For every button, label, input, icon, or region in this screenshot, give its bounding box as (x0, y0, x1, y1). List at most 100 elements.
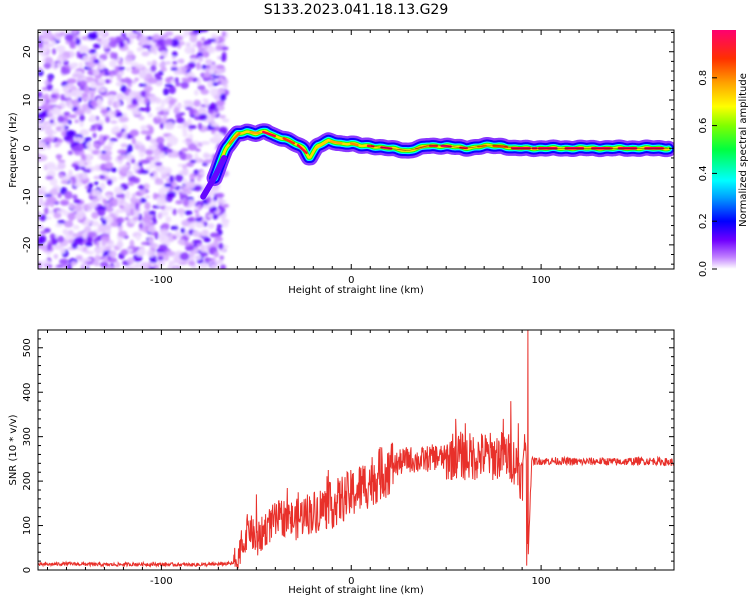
snr-y-tick-label: 500 (22, 338, 33, 357)
noise-blob (159, 62, 166, 69)
noise-blob (116, 73, 122, 82)
noise-blob (73, 233, 83, 238)
noise-blob (170, 38, 180, 47)
ridge-outline (370, 145, 669, 151)
noise-blob (145, 195, 151, 199)
noise-blob (129, 61, 139, 67)
noise-blob (218, 126, 228, 135)
noise-blob (99, 174, 106, 180)
noise-blob (75, 37, 81, 46)
noise-blob (49, 177, 58, 186)
noise-blob (116, 240, 124, 249)
noise-blob (115, 112, 124, 117)
noise-blob (159, 55, 165, 60)
noise-blob (149, 259, 158, 263)
noise-blob (115, 100, 121, 108)
noise-blob (71, 163, 78, 168)
noise-blob (176, 117, 185, 124)
noise-blob (109, 138, 118, 142)
spectrogram-y-tick-label: -20 (22, 237, 33, 253)
noise-blob (91, 197, 100, 203)
noise-blob (166, 250, 176, 257)
colorbar-tick-label: 0.0 (698, 261, 709, 277)
noise-blob (156, 198, 162, 207)
noise-blob (213, 131, 219, 139)
noise-blob (97, 30, 107, 37)
noise-blob (147, 113, 153, 118)
noise-blob (166, 177, 171, 184)
noise-blob (38, 154, 48, 162)
noise-blob (215, 64, 225, 70)
noise-blob (193, 30, 203, 34)
ridge-peak (296, 144, 308, 155)
noise-blob (120, 249, 129, 256)
noise-blob (208, 200, 218, 208)
noise-blob (197, 204, 202, 209)
noise-blob (93, 143, 100, 148)
noise-blob (222, 221, 229, 228)
noise-blob (188, 133, 194, 140)
noise-blob (154, 161, 163, 166)
noise-blob (131, 66, 136, 70)
noise-blob (69, 202, 74, 210)
noise-blob (99, 182, 106, 191)
noise-blob (210, 263, 218, 269)
noise-blob (101, 219, 107, 226)
noise-blob (168, 104, 173, 109)
spectrogram-y-tick-label: 0 (22, 145, 33, 151)
noise-blob (147, 225, 156, 234)
noise-blob (48, 97, 57, 104)
noise-blob (184, 46, 195, 54)
noise-blob (47, 196, 57, 203)
noise-blob (139, 197, 147, 204)
noise-blob (85, 241, 93, 247)
noise-blob (209, 87, 219, 96)
noise-blob (203, 237, 211, 243)
noise-blob (69, 62, 78, 70)
noise-blob (218, 242, 224, 250)
noise-blob (149, 160, 158, 169)
noise-blob (68, 114, 77, 119)
noise-blob (83, 218, 92, 226)
noise-blob (101, 150, 107, 155)
noise-blob (121, 167, 128, 175)
snr-x-tick-label: 100 (532, 576, 551, 587)
noise-blob (209, 69, 215, 75)
snr-y-tick-label: 0 (22, 567, 33, 573)
noise-blob (141, 44, 152, 49)
ridge-peak (282, 137, 296, 145)
noise-blob (164, 121, 175, 130)
noise-blob (50, 39, 56, 47)
noise-blob (189, 250, 195, 258)
noise-blob (42, 93, 50, 101)
noise-blob (38, 112, 47, 117)
noise-blob (145, 149, 154, 156)
noise-blob (157, 260, 166, 266)
noise-blob (161, 230, 170, 236)
noise-blob (46, 243, 52, 251)
spectrogram-y-tick-label: 20 (22, 45, 33, 58)
noise-blob (56, 154, 61, 161)
noise-blob (173, 266, 179, 269)
noise-blob (84, 225, 92, 233)
noise-blob (222, 118, 230, 123)
noise-blob (159, 169, 166, 175)
noise-blob (116, 93, 125, 101)
noise-blob (173, 104, 182, 108)
noise-blob (136, 63, 145, 69)
noise-blob (119, 205, 124, 209)
noise-blob (44, 31, 53, 40)
noise-blob (88, 116, 97, 123)
noise-blob (57, 138, 64, 143)
noise-blob (47, 75, 53, 83)
ridge-peak (314, 140, 329, 150)
ridge-peak (349, 142, 359, 147)
noise-blob (122, 131, 128, 140)
noise-blob (132, 216, 139, 221)
noise-blob (117, 230, 128, 238)
noise-blob (104, 161, 114, 170)
noise-blob (79, 166, 86, 170)
noise-blob (94, 254, 100, 262)
noise-blob (154, 72, 162, 79)
noise-blob (72, 194, 78, 200)
